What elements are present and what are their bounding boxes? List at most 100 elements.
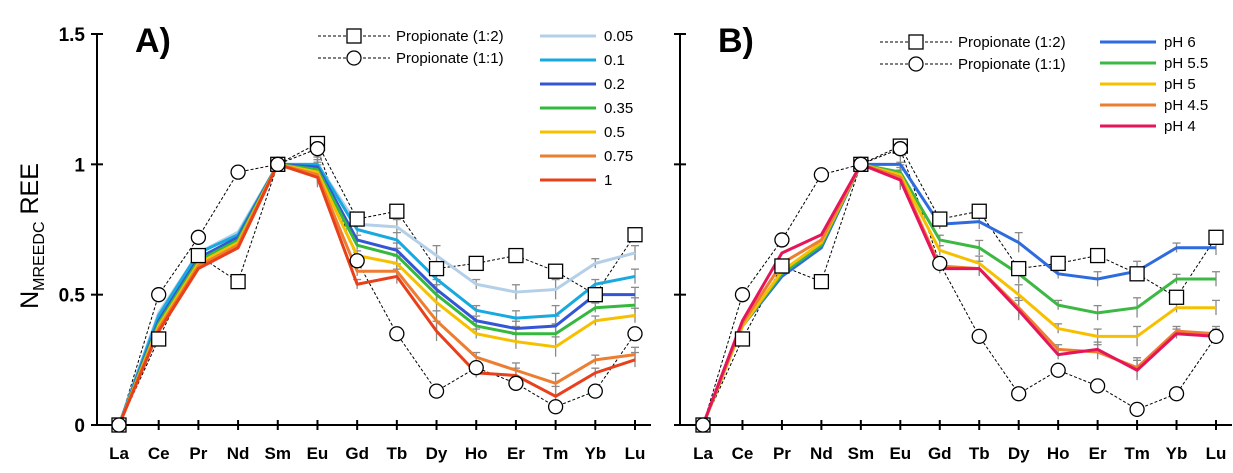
y-axis-label-subscript: MREEDC	[31, 221, 48, 290]
x-tick-label: Gd	[928, 444, 952, 463]
x-tick-label: Tb	[969, 444, 990, 463]
x-tick-label: Gd	[345, 444, 369, 463]
series-line	[701, 162, 1216, 426]
legend-label: 0.05	[604, 28, 633, 45]
legend-label: pH 4.5	[1164, 97, 1208, 114]
square-marker	[151, 331, 167, 347]
square-marker	[190, 247, 207, 264]
square-marker	[1168, 289, 1185, 305]
square-marker	[468, 255, 484, 272]
x-tick-label: Er	[1089, 444, 1107, 463]
legend-label: pH 5.5	[1164, 55, 1208, 72]
legend-label: 0.75	[604, 148, 633, 165]
legend-label: Propionate (1:2)	[396, 28, 504, 45]
x-tick-label: Er	[507, 444, 525, 463]
x-tick-label: Dy	[426, 444, 448, 463]
circle-marker	[389, 326, 405, 342]
legend-circle-marker	[346, 50, 362, 66]
x-tick-label: La	[693, 444, 713, 463]
square-marker	[547, 263, 564, 279]
x-tick-label: Dy	[1008, 444, 1030, 463]
svg-text:NMREEDC REE: NMREEDC REE	[16, 163, 48, 309]
x-tick-label: Ce	[732, 444, 754, 463]
square-marker	[734, 331, 751, 347]
circle-marker	[1208, 328, 1224, 345]
x-tick-label: Tm	[543, 444, 569, 463]
panel-label: A)	[135, 22, 171, 60]
circle-marker	[151, 287, 167, 303]
circle-marker	[349, 253, 365, 269]
square-marker	[230, 273, 246, 290]
square-marker	[508, 247, 524, 264]
circle-marker	[1168, 386, 1185, 402]
x-tick-label: Eu	[307, 444, 329, 463]
x-tick-label: Ho	[465, 444, 488, 463]
circle-marker	[853, 156, 869, 172]
series-line	[117, 162, 636, 426]
square-marker	[1089, 247, 1106, 264]
series-line	[701, 162, 1216, 426]
legend-label: Propionate (1:2)	[958, 34, 1066, 51]
x-tick-label: Lu	[625, 444, 646, 463]
square-marker	[1208, 229, 1224, 245]
x-tick-label: Pr	[189, 444, 207, 463]
x-tick-label: Sm	[848, 444, 874, 463]
legend-square-marker	[908, 34, 924, 50]
x-tick-label: Lu	[1206, 444, 1227, 463]
circle-marker	[1089, 378, 1106, 394]
series-line	[701, 162, 1216, 426]
x-tick-label: Yb	[1166, 444, 1188, 463]
circle-marker	[111, 417, 127, 433]
square-marker	[932, 211, 948, 227]
x-tick-label: Ho	[1047, 444, 1070, 463]
x-tick-label: Ce	[148, 444, 170, 463]
legend-square-marker	[346, 28, 362, 44]
circle-marker	[892, 141, 908, 157]
square-marker	[813, 273, 830, 290]
circle-marker	[971, 328, 987, 345]
circle-marker	[230, 164, 246, 180]
circle-marker	[1050, 362, 1066, 378]
legend-label: Propionate (1:1)	[396, 50, 504, 67]
circle-marker	[190, 229, 207, 245]
x-tick-label: Pr	[773, 444, 791, 463]
circle-marker	[1129, 401, 1145, 418]
square-marker	[1050, 255, 1066, 272]
legend-circle-marker	[908, 56, 924, 72]
y-axis-label-tail: REE	[16, 163, 44, 221]
legend-label: Propionate (1:1)	[958, 56, 1066, 73]
square-marker	[389, 203, 405, 219]
series-line	[701, 162, 1217, 426]
square-marker	[1129, 266, 1145, 282]
x-tick-label: Tb	[386, 444, 407, 463]
y-tick-label: 0.5	[59, 286, 86, 307]
x-tick-label: La	[109, 444, 129, 463]
circle-marker	[428, 383, 445, 399]
square-marker	[971, 203, 987, 219]
circle-marker	[813, 167, 830, 183]
circle-marker	[695, 417, 711, 433]
legend-label: 0.5	[604, 124, 625, 141]
y-axis-label: NMREEDC REE	[16, 163, 48, 309]
circle-marker	[774, 232, 790, 248]
square-marker	[774, 258, 790, 274]
x-tick-label: Tm	[1124, 444, 1150, 463]
circle-marker	[547, 399, 564, 415]
panel-a: 0 0.5 1 1.5 La Ce Pr Nd Sm Eu Gd Tb Dy Ho Er Tm Yb Lu A) Pr…	[59, 22, 651, 463]
reference-line	[702, 148, 1217, 426]
circle-marker	[468, 360, 484, 376]
square-marker	[349, 211, 365, 227]
x-tick-label: Yb	[584, 444, 606, 463]
legend-label: 0.2	[604, 76, 625, 93]
x-tick-label: Nd	[810, 444, 833, 463]
y-tick-label: 0	[74, 416, 85, 437]
y-tick-label: 1.5	[59, 25, 86, 46]
square-marker	[1011, 260, 1027, 277]
panel-label: B)	[718, 22, 754, 60]
circle-marker	[587, 383, 603, 399]
legend-label: 0.35	[604, 100, 633, 117]
y-tick-label: 1	[74, 155, 85, 176]
square-marker	[587, 287, 603, 303]
circle-marker	[627, 326, 643, 342]
